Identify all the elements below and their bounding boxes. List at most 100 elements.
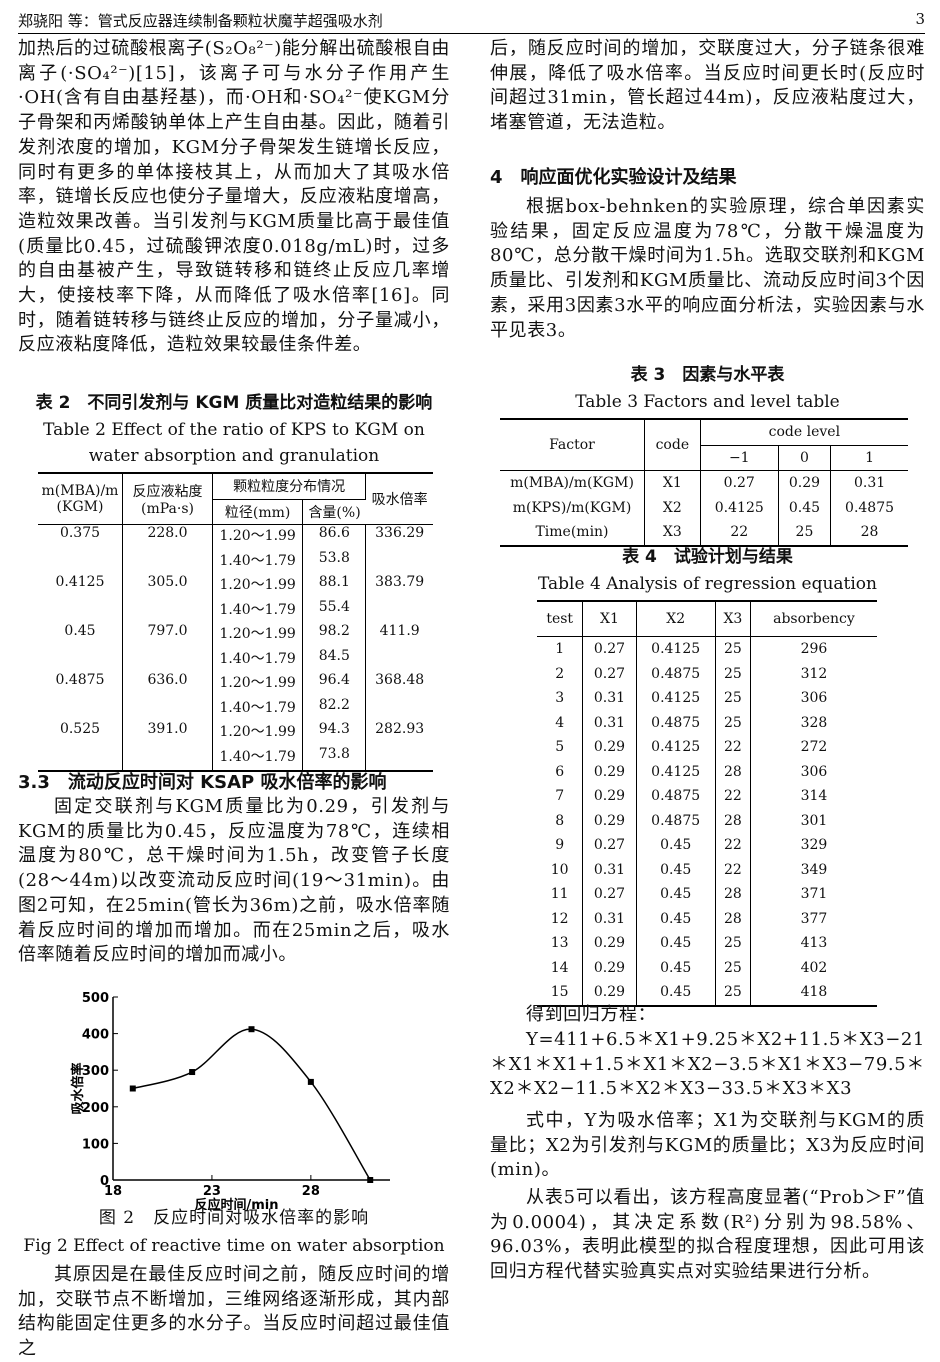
table-head: test X1 X2 X3 absorbency <box>537 600 877 637</box>
cell: 7 <box>537 784 584 809</box>
cell: 12 <box>537 906 584 931</box>
cell: 349 <box>800 861 828 878</box>
cell: 25 <box>715 931 751 956</box>
cell: 306 <box>800 690 828 707</box>
cell: 0.45 <box>636 882 716 907</box>
y-tick-label: 400 <box>82 1028 109 1043</box>
cell: X3 <box>644 520 701 547</box>
paragraph: 固定交联剂与KGM质量比为0.29，引发剂与KGM的质量比为0.45，反应温度为… <box>18 796 450 966</box>
cell: 28 <box>715 882 751 907</box>
y-tick-label: 0 <box>100 1174 109 1189</box>
row: 0.375 228.0 1.20～1.99 86.6 336.29 <box>38 524 433 574</box>
cell: 305.0 <box>122 574 213 623</box>
cell: 1.20～1.99 <box>212 672 304 697</box>
y-tick-label: 100 <box>82 1137 109 1152</box>
cell: 9 <box>537 833 584 858</box>
point <box>307 1078 314 1085</box>
cell: 11 <box>537 882 584 907</box>
chart: 0 100 200 300 400 500 18 23 28 反应时间/min 吸水倍率 <box>70 991 390 1210</box>
table-title-en: Table 4 Analysis of regression equation <box>538 574 877 594</box>
cell: 636.0 <box>122 672 213 721</box>
cell: 296 <box>800 641 828 658</box>
x-tick-label: 28 <box>302 1184 320 1199</box>
table-body: 1 0.27 0.4125 25 296 2 0.27 0.4875 25 312 3 0.31 0.4… <box>537 636 877 1007</box>
cell: 301 <box>800 812 828 829</box>
cell: 25 <box>715 686 751 711</box>
cell: 371 <box>800 886 828 903</box>
header-cell: X3 <box>715 600 751 637</box>
cell: 0.31 <box>582 857 637 882</box>
row: 10 0.31 0.45 22 349 <box>537 857 877 882</box>
table-body: m(MBA)/m(KGM) X1 0.27 0.29 0.31 m(KPS)/m(KGM)… <box>500 470 908 547</box>
cell: 53.8 <box>302 549 367 574</box>
header-cell: 0 <box>778 445 832 471</box>
row: 7 0.29 0.4875 22 314 <box>537 784 877 809</box>
table: Factor code code level −1 0 1 m(MBA)/m(KGM) X1 0… <box>500 418 908 547</box>
row: 1.40～1.79 55.4 <box>38 598 433 623</box>
row: 8 0.29 0.4875 28 301 <box>537 808 877 833</box>
line <box>132 1028 371 1181</box>
row: 2 0.27 0.4875 25 312 <box>537 661 877 686</box>
table-head: m(MBA)/m(KGM) 反应液粘度(mPa·s) 颗粒粒度分布情况 吸水倍率 粒径(… <box>38 472 433 525</box>
cell: 1.20～1.99 <box>212 721 304 746</box>
cell: 413 <box>800 935 828 952</box>
y-tick-label: 500 <box>82 991 109 1006</box>
cell: 368.48 <box>375 672 425 688</box>
running-title: 郑骁阳 等：管式反应器连续制备颗粒状魔芋超强吸水剂 <box>18 12 383 30</box>
cell: 0.4125 <box>636 636 716 662</box>
header-row: Factor code code level <box>500 418 908 471</box>
cell: 15 <box>537 980 584 1007</box>
cell: 88.1 <box>302 574 367 599</box>
cell: 0.375 <box>38 524 123 574</box>
cell: 282.93 <box>365 721 433 772</box>
cell: 25 <box>715 955 751 980</box>
cell: 96.4 <box>302 672 367 697</box>
row: 4 0.31 0.4875 25 328 <box>537 710 877 735</box>
cell: 0.45 <box>636 931 716 956</box>
table-body: 0.375 228.0 1.20～1.99 86.6 336.29 1.40～1.79 53… <box>38 524 433 772</box>
cell: 1.40～1.79 <box>212 549 304 574</box>
cell: 0.31 <box>582 710 637 735</box>
cell: 13 <box>537 931 584 956</box>
paragraph: 后，随反应时间的增加，交联度过大，分子链条很难伸展，降低了吸水倍率。当反应时间更… <box>490 38 925 134</box>
cell: 0.4125 <box>38 574 123 623</box>
cell: 0.4875 <box>636 784 716 809</box>
cell: m(KPS)/m(KGM) <box>500 495 645 520</box>
paragraph: 加热后的过硫酸根离子(S₂O₈²⁻)能分解出硫酸根自由离子(·SO₄²⁻)[15… <box>18 38 450 356</box>
cell: 84.5 <box>302 647 367 672</box>
cell: 0.27 <box>582 833 637 858</box>
cell: 28 <box>830 520 908 547</box>
cell: 22 <box>715 735 751 760</box>
cell: 98.2 <box>302 623 367 648</box>
cell: Time(min) <box>500 520 645 547</box>
header-cell: code level <box>700 418 908 446</box>
cell: 25 <box>715 636 751 662</box>
row: 9 0.27 0.45 22 329 <box>537 833 877 858</box>
header-cell: absorbency <box>750 600 877 637</box>
header-cell: X2 <box>636 600 716 637</box>
cell: 0.31 <box>853 475 886 492</box>
table-wrap: test X1 X2 X3 absorbency 1 0.27 0.4125 25 296 2 0.2… <box>537 600 877 1007</box>
section-heading: 3.3 流动反应时间对 KSAP 吸水倍率的影响 <box>18 772 387 793</box>
row: m(MBA)/m(KGM) X1 0.27 0.29 0.31 <box>500 470 908 496</box>
row: 13 0.29 0.45 25 413 <box>537 931 877 956</box>
cell: 28 <box>715 906 751 931</box>
header-rule <box>18 33 925 34</box>
cell: 312 <box>800 665 828 682</box>
row: m(KPS)/m(KGM) X2 0.4125 0.45 0.4875 <box>500 495 908 520</box>
cell: 0.45 <box>636 980 716 1007</box>
point <box>189 1069 196 1076</box>
cell: 14 <box>537 955 584 980</box>
table: m(MBA)/m(KGM) 反应液粘度(mPa·s) 颗粒粒度分布情况 吸水倍率 粒径(… <box>38 472 433 772</box>
cell: 1.20～1.99 <box>212 574 304 599</box>
table-title: 表 2 不同引发剂与 KGM 质量比对造粒结果的影响 <box>35 393 433 413</box>
cell: 0.4875 <box>636 661 716 686</box>
cell: 1.40～1.79 <box>212 598 304 623</box>
cell: 1 <box>537 636 584 662</box>
header-cell: code <box>644 418 701 471</box>
table-title: 表 4 试验计划与结果 <box>622 547 793 567</box>
cell: 25 <box>715 661 751 686</box>
cell: 1.40～1.79 <box>212 647 304 672</box>
cell: 377 <box>800 910 828 927</box>
cell: 1.20～1.99 <box>212 524 304 550</box>
